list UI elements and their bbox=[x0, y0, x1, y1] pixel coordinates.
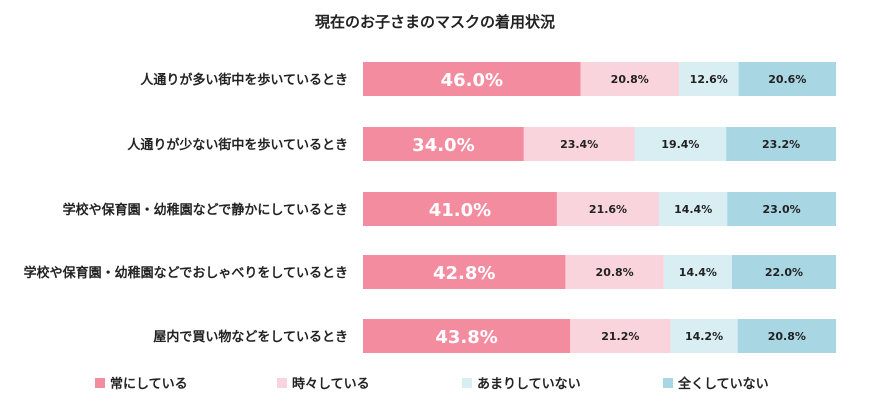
category-label: 学校や保育園・幼稚園などで静かにしているとき bbox=[63, 202, 348, 218]
data-label: 23.4% bbox=[560, 138, 598, 151]
chart-title: 現在のお子さまのマスクの着用状況 bbox=[315, 13, 555, 31]
bars-layer: 人通りが多い街中を歩いているとき 46.0% 20.8% 12.6% 20.6% 人通りが… bbox=[24, 62, 836, 353]
bar-segment bbox=[363, 319, 571, 353]
data-label: 46.0% bbox=[441, 70, 503, 91]
data-label: 19.4% bbox=[661, 138, 699, 151]
legend-swatch bbox=[95, 378, 105, 388]
category-label: 屋内で買い物などをしているとき bbox=[153, 329, 348, 345]
legend-label: 常にしている bbox=[110, 376, 188, 392]
category-label: 人通りが多い街中を歩いているとき bbox=[140, 72, 348, 88]
data-label: 20.6% bbox=[768, 73, 806, 86]
data-label: 20.8% bbox=[596, 266, 634, 279]
category-label: 人通りが少ない街中を歩いているとき bbox=[127, 137, 348, 153]
bar-segment bbox=[678, 62, 739, 96]
legend-swatch bbox=[277, 378, 287, 388]
data-label: 14.4% bbox=[674, 203, 712, 216]
data-label: 21.6% bbox=[589, 203, 627, 216]
bar-segment bbox=[363, 192, 557, 226]
data-label: 14.2% bbox=[685, 330, 723, 343]
bar-segment bbox=[663, 255, 732, 289]
bar-segment bbox=[523, 127, 635, 161]
data-label: 23.0% bbox=[763, 203, 801, 216]
bar-segment bbox=[363, 62, 581, 96]
data-label: 43.8% bbox=[435, 327, 497, 348]
data-label: 41.0% bbox=[429, 200, 491, 221]
data-label: 42.8% bbox=[433, 263, 495, 284]
legend: 常にしている 時々している あまりしていない 全くしていない bbox=[95, 376, 769, 392]
bar-segment bbox=[580, 62, 679, 96]
data-label: 20.8% bbox=[768, 330, 806, 343]
bar-segment bbox=[565, 255, 664, 289]
bar-segment bbox=[363, 255, 566, 289]
legend-label: あまりしていない bbox=[477, 377, 581, 392]
data-label: 20.8% bbox=[611, 73, 649, 86]
bar-segment bbox=[727, 192, 836, 226]
bar-segment bbox=[737, 319, 836, 353]
legend-label: 時々している bbox=[292, 376, 370, 392]
legend-swatch bbox=[663, 378, 673, 388]
bar-segment bbox=[670, 319, 738, 353]
data-label: 22.0% bbox=[765, 266, 803, 279]
data-label: 12.6% bbox=[690, 73, 728, 86]
data-label: 34.0% bbox=[412, 135, 474, 156]
bar-segment bbox=[738, 62, 836, 96]
data-label: 14.4% bbox=[679, 266, 717, 279]
data-label: 23.2% bbox=[762, 138, 800, 151]
bar-segment bbox=[731, 255, 836, 289]
data-label: 21.2% bbox=[601, 330, 639, 343]
bar-segment bbox=[556, 192, 660, 226]
legend-swatch bbox=[462, 378, 472, 388]
bar-segment bbox=[726, 127, 836, 161]
legend-label: 全くしていない bbox=[677, 376, 769, 392]
bar-segment bbox=[634, 127, 727, 161]
bar-segment bbox=[570, 319, 671, 353]
bar-segment bbox=[363, 127, 524, 161]
bar-segment bbox=[659, 192, 728, 226]
category-label: 学校や保育園・幼稚園などでおしゃべりをしているとき bbox=[24, 265, 348, 281]
